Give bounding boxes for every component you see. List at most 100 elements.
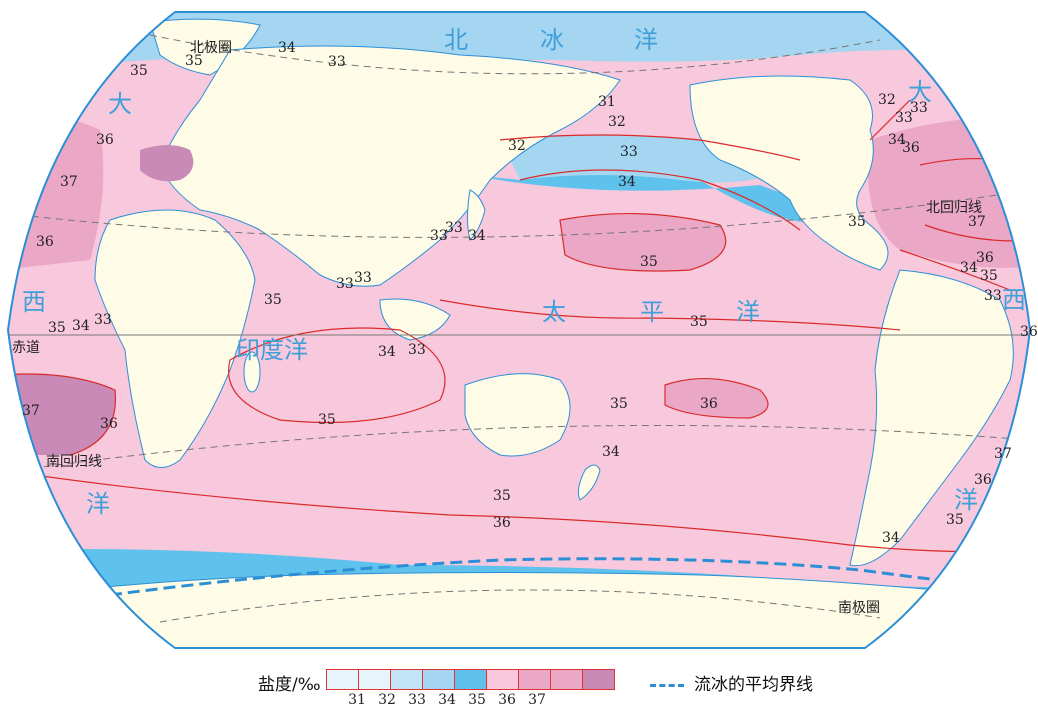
- greenland: [149, 18, 261, 76]
- new-zealand: [577, 464, 601, 501]
- isoline-value-label: 35: [318, 412, 336, 428]
- equator-label: 赤道: [12, 340, 40, 356]
- legend-ticks: 31 32 33 34 35 36 37: [327, 692, 607, 710]
- antarctic-circle-label: 南极圈: [838, 600, 880, 616]
- atlantic-west-char-2: 西: [22, 288, 46, 316]
- tropic-capricorn-line: [19, 424, 1030, 471]
- isoline-value-label: 34: [72, 318, 90, 334]
- legend-swatch: [390, 669, 423, 690]
- arctic-char-1: 北: [444, 26, 468, 54]
- isoline-value-label: 37: [60, 174, 78, 190]
- legend-tick-label: 36: [498, 692, 516, 708]
- isoline-value-label: 33: [408, 342, 426, 358]
- atlantic-east-char-2: 西: [1002, 286, 1026, 314]
- ice-edge-line: [109, 557, 1011, 597]
- isoline-value-label: 32: [608, 114, 626, 130]
- africa: [94, 209, 256, 468]
- isoline-value-label: 34: [468, 228, 486, 244]
- legend-swatch: [550, 669, 583, 690]
- legend-swatch: [486, 669, 519, 690]
- indian-ocean-label: 印度洋: [236, 336, 308, 364]
- japan: [467, 189, 486, 241]
- north-america: [689, 75, 889, 271]
- australia: [464, 373, 571, 457]
- pacific-36-north: [560, 213, 726, 271]
- isoline-value-label: 34: [888, 132, 906, 148]
- isoline-value-label: 35: [848, 214, 866, 230]
- pacific-char-2: 平: [640, 298, 664, 326]
- ocean-labels: 北 冰 洋 大 西 洋 大 西 洋 太 平 洋 印度洋: [22, 26, 1026, 518]
- isoline-value-label: 34: [602, 444, 620, 460]
- isoline-value-label: 34: [882, 530, 900, 546]
- isoline-value-label: 34: [378, 344, 396, 360]
- isoline-value-label: 35: [130, 63, 148, 79]
- ice-edge-key-line: [650, 683, 684, 687]
- atlantic-west-char-3: 洋: [86, 490, 110, 518]
- legend-swatch: [582, 669, 615, 690]
- isoline-value-label: 36: [493, 515, 511, 531]
- arctic-char-3: 洋: [634, 26, 658, 54]
- antarctica: [8, 572, 1030, 648]
- pacific-char-1: 太: [542, 298, 566, 326]
- legend-swatch: [454, 669, 487, 690]
- isoline-value-label: 36: [100, 416, 118, 432]
- isoline-value-label: 33: [336, 276, 354, 292]
- map-outline: [6, 11, 1032, 649]
- isoline-value-label: 36: [976, 250, 994, 266]
- legend-tick-label: 35: [468, 692, 486, 708]
- isoline-value-label: 35: [185, 53, 203, 69]
- isoline-value-label: 33: [94, 312, 112, 328]
- isoline-value-label: 37: [994, 446, 1012, 462]
- atlantic-east-char-3: 洋: [954, 486, 978, 514]
- north-pacific-34: [470, 170, 840, 223]
- legend: 盐度/‰ 31 32 33 34 35 36 37 流冰的平均界线: [258, 668, 818, 712]
- legend-swatch: [326, 669, 359, 690]
- pacific-36-south: [665, 378, 768, 418]
- ice-edge-key: 流冰的平均界线: [650, 670, 813, 695]
- isoline-value-label: 35: [493, 488, 511, 504]
- pacific-char-3: 洋: [736, 298, 760, 326]
- isoline-value-label: 32: [508, 138, 526, 154]
- indian-35: [228, 328, 445, 423]
- legend-swatch: [518, 669, 551, 690]
- isoline-value-label: 36: [36, 234, 54, 250]
- atlantic-west-char-1: 大: [108, 90, 132, 118]
- legend-tick-label: 33: [408, 692, 426, 708]
- salinity-isolines: [8, 99, 1030, 553]
- legend-tick-label: 37: [528, 692, 546, 708]
- arctic-circle-line: [149, 34, 881, 75]
- latitude-lines: [19, 34, 1030, 623]
- isoline-value-label: 36: [974, 472, 992, 488]
- isoline-value-label: 33: [445, 220, 463, 236]
- isoline-value-label: 33: [984, 288, 1002, 304]
- isoline-value-label: 36: [700, 396, 718, 412]
- isoline-value-label: 36: [96, 132, 114, 148]
- isoline-value-label: 35: [610, 396, 628, 412]
- isoline-value-label: 34: [278, 40, 296, 56]
- isoline-value-label: 35: [980, 268, 998, 284]
- isoline-value-label: 34: [618, 174, 636, 190]
- arctic-char-2: 冰: [540, 26, 564, 54]
- atlantic-east-char-1: 大: [908, 78, 932, 106]
- southern-ocean-35: [8, 470, 1030, 588]
- legend-title: 盐度/‰: [258, 675, 321, 695]
- isoline-value-label: 36: [1020, 324, 1038, 340]
- ocean-salinity-map: 北 冰 洋 大 西 洋 大 西 洋 太 平 洋 印度洋 北极圈 北回归线 赤道 …: [6, 11, 1038, 649]
- isoline-value-label: 33: [895, 110, 913, 126]
- isoline-value-label: 33: [328, 54, 346, 70]
- isoline-value-label: 35: [264, 292, 282, 308]
- isoline-value-label: 36: [902, 140, 920, 156]
- tropic-cancer-label: 北回归线: [926, 199, 982, 216]
- madagascar: [243, 351, 261, 393]
- legend-tick-label: 31: [348, 692, 366, 708]
- isoline-value-label: 32: [878, 92, 896, 108]
- isoline-value-label: 33: [910, 100, 928, 116]
- legend-tick-label: 32: [378, 692, 396, 708]
- legend-swatch: [422, 669, 455, 690]
- isoline-value-label: 33: [430, 228, 448, 244]
- latitude-labels: 北极圈 北回归线 赤道 南回归线 南极圈: [12, 40, 982, 616]
- isoline-value-label: 35: [48, 320, 66, 336]
- isoline-value-label: 34: [960, 260, 978, 276]
- ice-edge-key-label: 流冰的平均界线: [694, 675, 813, 695]
